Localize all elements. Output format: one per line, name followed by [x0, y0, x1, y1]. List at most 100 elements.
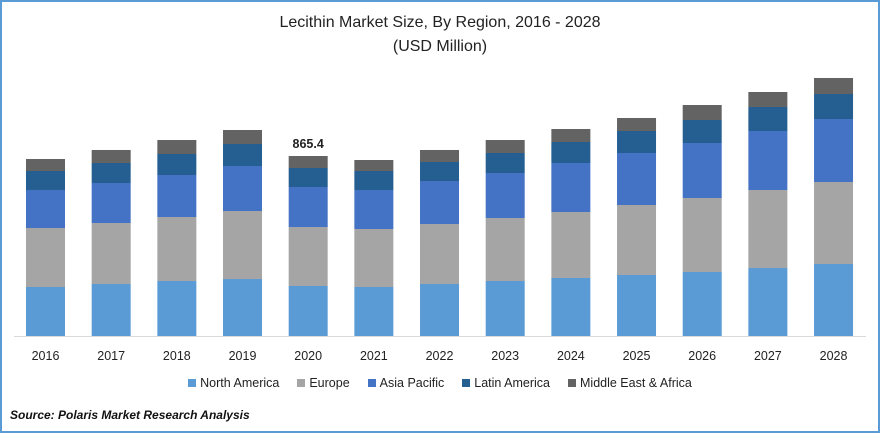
legend-label: Europe: [309, 376, 350, 390]
bar-segment-asia-pacific-2018: [157, 175, 197, 218]
bar-segment-europe-2021: [354, 229, 394, 287]
data-label: 865.4: [293, 137, 324, 151]
bar-segment-asia-pacific-2016: [26, 189, 65, 228]
bar-segment-europe-2024: [551, 211, 591, 278]
legend-swatch: [188, 379, 197, 387]
bar-segment-europe-2016: [26, 227, 65, 287]
bar-segment-middle-east-africa-2021: [354, 159, 394, 171]
chart-subtitle: (USD Million): [392, 38, 488, 55]
bar-segment-europe-2023: [485, 218, 525, 282]
legend-item: North America: [188, 376, 279, 390]
bar-segment-latin-america-2025: [617, 130, 657, 154]
x-tick-label: 2017: [97, 349, 125, 363]
legend-label: North America: [200, 376, 280, 390]
bar-segment-middle-east-africa-2023: [485, 140, 525, 154]
bar-segment-latin-america-2021: [354, 170, 394, 191]
bar-segment-middle-east-africa-2020: [288, 156, 328, 169]
bar-segment-asia-pacific-2024: [551, 163, 591, 212]
bar-segment-europe-2026: [682, 197, 722, 272]
legend-item: Latin America: [462, 376, 550, 390]
bar-segment-north-america-2017: [91, 284, 131, 336]
bar-segment-north-america-2026: [682, 271, 722, 336]
bar-segment-europe-2027: [748, 190, 788, 269]
bar-segment-middle-east-africa-2022: [420, 149, 460, 162]
bar-segment-latin-america-2027: [748, 106, 788, 131]
bar-segment-europe-2022: [420, 223, 460, 285]
x-tick-label: 2022: [426, 349, 454, 363]
bar-segment-middle-east-africa-2025: [617, 117, 657, 131]
bar-segment-latin-america-2028: [814, 93, 854, 119]
bar-segment-middle-east-africa-2026: [682, 104, 722, 120]
bar-segment-latin-america-2016: [26, 170, 65, 190]
legend-swatch: [367, 379, 376, 387]
bar-segment-asia-pacific-2025: [617, 153, 657, 206]
x-tick-label: 2027: [754, 349, 782, 363]
x-tick-label: 2018: [163, 349, 191, 363]
x-tick-label: 2025: [623, 349, 651, 363]
legend: North America Europe Asia Pacific Latin Ame…: [2, 376, 878, 390]
bar-segment-latin-america-2023: [485, 153, 525, 173]
bar-segment-north-america-2016: [26, 286, 65, 336]
bar-segment-asia-pacific-2017: [91, 182, 131, 223]
legend-swatch: [297, 379, 306, 387]
legend-swatch: [568, 379, 576, 387]
chart-title: Lecithin Market Size, By Region, 2016 - …: [279, 14, 601, 31]
bar-segment-asia-pacific-2026: [682, 143, 722, 198]
bar-segment-latin-america-2017: [91, 163, 131, 183]
bar-segment-europe-2019: [223, 210, 263, 280]
bar-segment-middle-east-africa-2017: [91, 149, 131, 164]
bar-segment-middle-east-africa-2018: [157, 140, 197, 155]
bar-segment-latin-america-2026: [682, 119, 722, 144]
x-tick-label: 2019: [229, 349, 257, 363]
bar-segment-asia-pacific-2020: [288, 186, 328, 228]
x-tick-label: 2023: [491, 349, 519, 363]
legend-item: Asia Pacific: [367, 376, 445, 390]
bar-segment-latin-america-2018: [157, 154, 197, 176]
bar-segment-middle-east-africa-2019: [223, 130, 263, 144]
bar-segment-north-america-2018: [157, 281, 197, 336]
bar-segment-europe-2020: [288, 227, 328, 286]
bar-segment-north-america-2020: [288, 285, 328, 336]
bar-segment-latin-america-2024: [551, 142, 591, 164]
bar-segment-asia-pacific-2027: [748, 130, 788, 191]
x-tick-label: 2028: [820, 349, 848, 363]
bar-segment-europe-2018: [157, 217, 197, 282]
bar-segment-asia-pacific-2028: [814, 118, 854, 182]
bar-segment-latin-america-2020: [288, 168, 328, 187]
legend-label: Middle East & Africa: [580, 376, 692, 390]
bar-segment-north-america-2022: [420, 284, 460, 336]
bar-segment-latin-america-2022: [420, 161, 460, 182]
bar-segment-middle-east-africa-2016: [26, 158, 65, 171]
bar-segment-north-america-2025: [617, 274, 657, 336]
legend-label: Asia Pacific: [379, 376, 445, 390]
bar-segment-latin-america-2019: [223, 143, 263, 167]
bar-segment-asia-pacific-2019: [223, 166, 263, 211]
x-tick-label: 2016: [32, 349, 60, 363]
x-tick-label: 2021: [360, 349, 388, 363]
bar-segment-europe-2028: [814, 181, 854, 264]
bar-segment-north-america-2023: [485, 281, 525, 336]
bar-segment-europe-2017: [91, 222, 131, 285]
bar-segment-middle-east-africa-2028: [814, 78, 854, 94]
bar-segment-asia-pacific-2022: [420, 181, 460, 224]
bar-segment-north-america-2019: [223, 279, 263, 336]
bar-segment-north-america-2021: [354, 286, 394, 336]
bar-segment-asia-pacific-2021: [354, 190, 394, 230]
bar-segment-asia-pacific-2023: [485, 172, 525, 219]
legend-label: Latin America: [474, 376, 550, 390]
x-tick-label: 2020: [294, 349, 322, 363]
bar-segment-europe-2025: [617, 205, 657, 275]
bar-segment-north-america-2024: [551, 277, 591, 336]
bar-segment-north-america-2027: [748, 268, 788, 336]
source-note: Source: Polaris Market Research Analysis: [10, 408, 250, 422]
legend-item: Europe: [297, 376, 350, 390]
bar-segment-middle-east-africa-2024: [551, 129, 591, 143]
x-tick-label: 2024: [557, 349, 585, 363]
bar-segment-middle-east-africa-2027: [748, 91, 788, 107]
legend-swatch: [462, 379, 471, 387]
legend-item: Middle East & Africa: [568, 376, 692, 390]
bar-segment-north-america-2028: [814, 263, 854, 336]
x-tick-label: 2026: [688, 349, 716, 363]
